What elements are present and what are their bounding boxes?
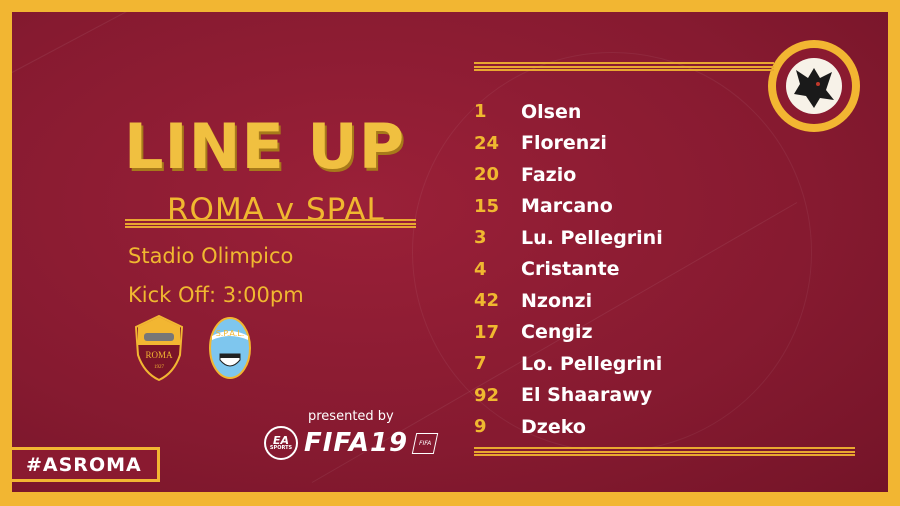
- spal-crest: S.P.A.L.: [208, 316, 252, 384]
- player-name: El Shaarawy: [521, 384, 653, 407]
- player-name: Marcano: [521, 195, 613, 218]
- roma-wolf-logo: [768, 40, 860, 132]
- player-name: Lu. Pellegrini: [521, 226, 663, 249]
- presented-by-label: presented by: [308, 409, 394, 424]
- player-number: 1: [474, 101, 487, 123]
- svg-text:ROMA: ROMA: [145, 350, 173, 360]
- page-title: LINE UP: [124, 110, 406, 183]
- player-name: Nzonzi: [521, 289, 593, 312]
- player-name: Fazio: [521, 163, 577, 186]
- player-number: 4: [474, 258, 487, 280]
- divider: [125, 219, 416, 228]
- roster-top-divider: [474, 62, 774, 71]
- list-item: 24 Florenzi: [474, 128, 663, 160]
- player-name: Lo. Pellegrini: [521, 352, 663, 375]
- ea-sports-logo: EA SPORTS: [264, 426, 298, 460]
- svg-text:1927: 1927: [154, 365, 165, 370]
- list-item: 7 Lo. Pellegrini: [474, 348, 663, 380]
- player-number: 42: [474, 290, 500, 312]
- list-item: 20 Fazio: [474, 159, 663, 191]
- player-number: 24: [474, 132, 500, 154]
- player-number: 92: [474, 384, 500, 406]
- player-name: Florenzi: [521, 132, 607, 155]
- player-number: 9: [474, 416, 487, 438]
- svg-text:S.P.A.L.: S.P.A.L.: [216, 329, 245, 338]
- player-number: 17: [474, 321, 500, 343]
- list-item: 17 Cengiz: [474, 317, 663, 349]
- player-number: 15: [474, 195, 500, 217]
- list-item: 9 Dzeko: [474, 411, 663, 443]
- player-name: Dzeko: [521, 415, 586, 438]
- list-item: 3 Lu. Pellegrini: [474, 222, 663, 254]
- fixture-title: ROMA v SPAL: [167, 192, 385, 228]
- player-number: 3: [474, 227, 487, 249]
- player-name: Cengiz: [521, 321, 593, 344]
- fifa19-logo: EA SPORTS FIFA19 FIFA: [264, 426, 439, 460]
- list-item: 42 Nzonzi: [474, 285, 663, 317]
- player-number: 20: [474, 164, 500, 186]
- kickoff-time: Kick Off: 3:00pm: [128, 283, 304, 307]
- player-number: 7: [474, 353, 487, 375]
- lineup-card: LINE UP ROMA v SPAL Stadio Olimpico Kick…: [12, 12, 888, 492]
- roma-crest: ROMA 1927: [134, 314, 184, 385]
- venue: Stadio Olimpico: [128, 244, 294, 268]
- roster-bottom-divider: [474, 447, 855, 456]
- lineup-list: 1 Olsen 24 Florenzi 20 Fazio 15 Marcano 3 Lu.…: [474, 96, 663, 443]
- list-item: 4 Cristante: [474, 254, 663, 286]
- player-name: Cristante: [521, 258, 620, 281]
- list-item: 15 Marcano: [474, 191, 663, 223]
- hashtag-badge: #ASROMA: [12, 447, 160, 482]
- list-item: 1 Olsen: [474, 96, 663, 128]
- list-item: 92 El Shaarawy: [474, 380, 663, 412]
- player-name: Olsen: [521, 100, 582, 123]
